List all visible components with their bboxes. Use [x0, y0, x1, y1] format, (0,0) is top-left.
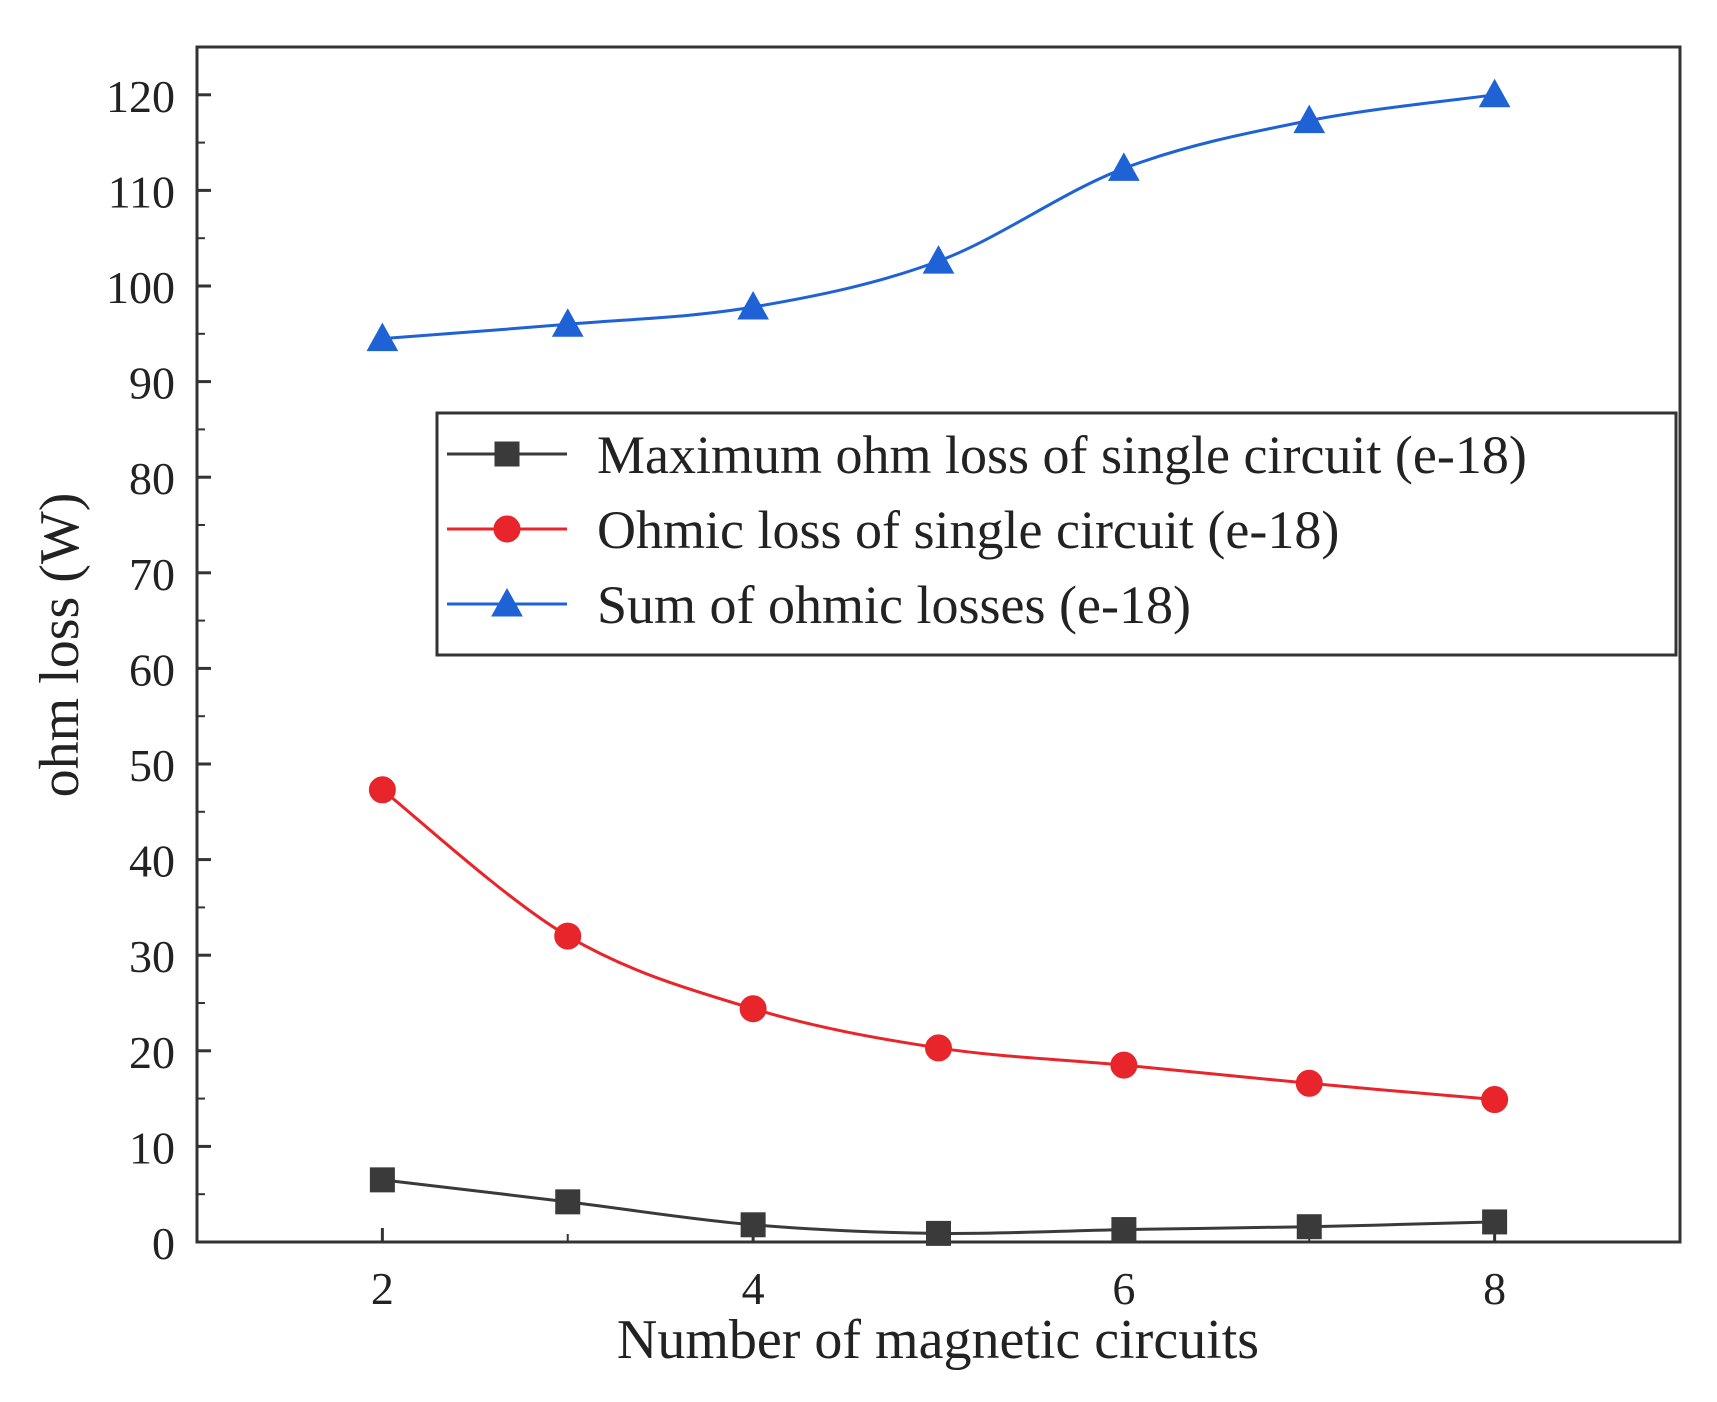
data-point	[555, 1189, 581, 1215]
y-tick-label: 90	[129, 358, 175, 409]
data-point	[1482, 1209, 1508, 1235]
series-line	[382, 93, 1495, 341]
y-axis-label: ohm loss (W)	[29, 493, 91, 798]
legend-marker	[493, 515, 521, 543]
data-point	[926, 1220, 951, 1246]
series-triangle	[366, 78, 1511, 352]
y-axis: 0 10 20 30 40 50 60 70 80 90 100 110 120	[106, 71, 211, 1269]
data-point	[366, 322, 399, 352]
x-axis: 2 4 6 8	[196, 1228, 1681, 1314]
data-point	[740, 1212, 766, 1238]
legend-label: Maximum ohm loss of single circuit (e-18…	[597, 425, 1527, 485]
legend-item: Maximum ohm loss of single circuit (e-18…	[447, 425, 1527, 485]
data-point	[1108, 152, 1140, 181]
series-layer	[366, 78, 1511, 1246]
data-point	[1295, 1069, 1323, 1097]
data-point	[1478, 78, 1511, 108]
y-tick-label: 30	[129, 931, 175, 982]
y-tick-label: 100	[106, 262, 175, 313]
legend: Maximum ohm loss of single circuit (e-18…	[435, 411, 1678, 657]
legend-item: Ohmic loss of single circuit (e-18)	[447, 500, 1339, 560]
data-point	[1293, 104, 1326, 134]
data-point	[368, 776, 396, 804]
x-axis-label: Number of magnetic circuits	[617, 1309, 1259, 1371]
y-tick-label: 120	[106, 71, 175, 122]
x-tick-label: 6	[1112, 1263, 1135, 1314]
data-point	[369, 1167, 395, 1193]
data-point	[1111, 1217, 1137, 1243]
data-point	[1110, 1051, 1138, 1079]
y-tick-label: 20	[129, 1027, 175, 1078]
x-tick-label: 4	[742, 1263, 765, 1314]
x-tick-label: 8	[1483, 1263, 1506, 1314]
x-tick-label: 2	[371, 1263, 394, 1314]
legend-item: Sum of ohmic losses (e-18)	[447, 575, 1191, 635]
legend-label: Sum of ohmic losses (e-18)	[597, 575, 1191, 635]
legend-marker	[494, 441, 520, 467]
data-point	[1481, 1086, 1509, 1114]
series-square	[369, 1167, 1508, 1246]
data-point	[922, 245, 955, 274]
data-point	[925, 1034, 952, 1062]
data-point	[739, 995, 767, 1023]
data-point	[1296, 1214, 1322, 1240]
y-tick-label: 10	[129, 1122, 175, 1173]
y-tick-label: 80	[129, 453, 175, 504]
legend-marker	[491, 587, 523, 617]
data-point	[551, 308, 584, 337]
series-circle	[368, 776, 1509, 1114]
y-tick-label: 60	[129, 644, 175, 695]
y-tick-label: 0	[152, 1218, 175, 1269]
y-tick-label: 110	[108, 166, 175, 217]
legend-label: Ohmic loss of single circuit (e-18)	[597, 500, 1339, 560]
y-tick-label: 40	[129, 836, 175, 887]
y-tick-label: 50	[129, 740, 175, 791]
data-point	[554, 922, 582, 950]
data-point	[737, 291, 769, 320]
legend-box	[435, 411, 1678, 657]
y-tick-label: 70	[129, 549, 175, 600]
